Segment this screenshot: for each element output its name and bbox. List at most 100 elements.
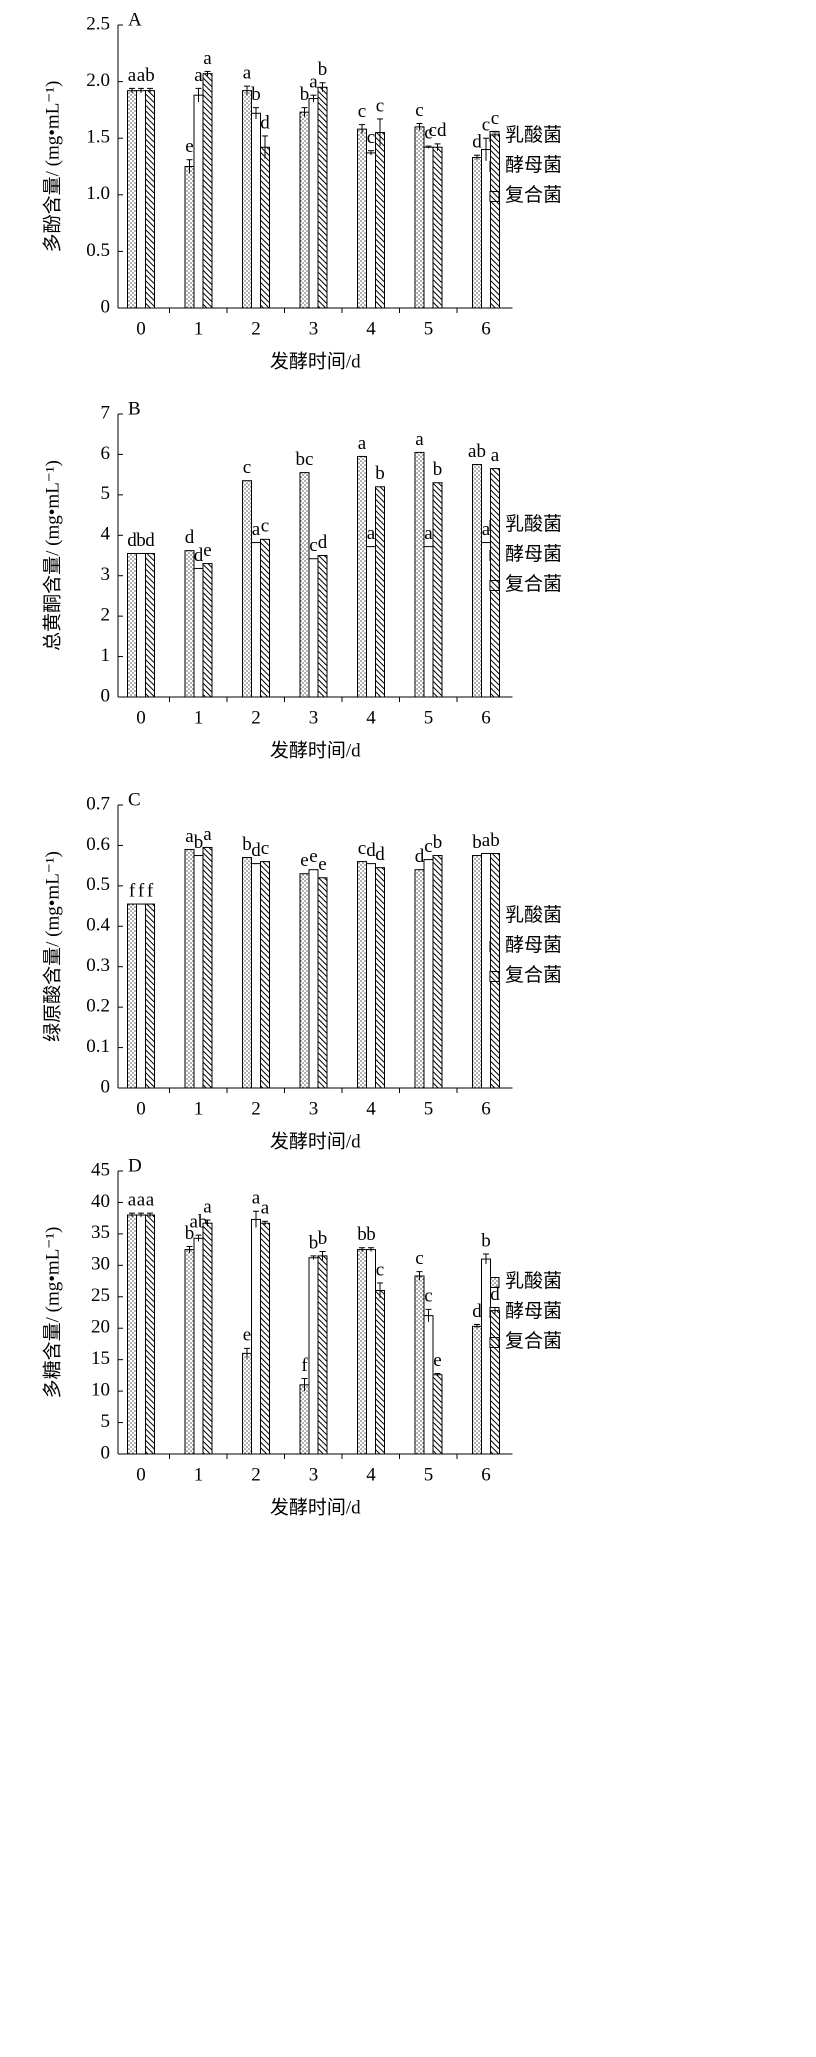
bar bbox=[193, 1237, 204, 1455]
error-bar bbox=[195, 87, 202, 102]
significance-label: ab bbox=[468, 441, 486, 462]
significance-label: d bbox=[185, 527, 195, 548]
significance-label: cd bbox=[429, 120, 447, 141]
significance-label: f bbox=[301, 1355, 308, 1376]
x-tick-label: 3 bbox=[309, 707, 319, 728]
bar bbox=[260, 146, 270, 309]
bar bbox=[432, 146, 443, 309]
bar bbox=[432, 1374, 443, 1455]
significance-label: c bbox=[261, 838, 269, 859]
significance-label: d bbox=[472, 132, 482, 153]
bar bbox=[472, 156, 482, 309]
bar bbox=[184, 848, 195, 1089]
significance-label: b bbox=[481, 1230, 491, 1251]
bar bbox=[242, 857, 252, 1089]
significance-label: a bbox=[203, 824, 212, 845]
y-tick-label: 0.5 bbox=[86, 874, 110, 895]
x-axis-label: 发酵时间/d bbox=[270, 739, 361, 761]
bar bbox=[251, 1218, 261, 1455]
bar bbox=[357, 128, 367, 309]
bar bbox=[193, 94, 204, 309]
y-tick-label: 5 bbox=[101, 483, 111, 504]
bar bbox=[317, 1255, 328, 1455]
significance-label: a bbox=[194, 65, 203, 86]
bar bbox=[375, 132, 385, 309]
significance-label: e bbox=[309, 846, 317, 867]
error-bar bbox=[425, 1308, 432, 1322]
error-bar bbox=[319, 82, 326, 92]
x-tick-label: 1 bbox=[194, 318, 204, 339]
bar bbox=[472, 464, 482, 698]
bar bbox=[472, 1325, 482, 1455]
x-tick-label: 5 bbox=[424, 1464, 434, 1485]
bar bbox=[251, 863, 261, 1089]
y-tick-label: 2 bbox=[101, 605, 111, 626]
legend-swatch bbox=[489, 580, 500, 591]
significance-label: b bbox=[433, 459, 443, 480]
y-tick-label: 0.5 bbox=[86, 240, 110, 261]
bar bbox=[357, 455, 367, 698]
x-tick-label: 2 bbox=[251, 707, 261, 728]
panel-label: A bbox=[128, 9, 142, 30]
y-tick-label: 20 bbox=[91, 1317, 110, 1338]
bar bbox=[242, 90, 252, 309]
significance-label: b bbox=[242, 834, 252, 855]
bar bbox=[481, 149, 491, 309]
significance-label: a bbox=[243, 62, 252, 83]
significance-label: e bbox=[300, 850, 308, 871]
legend-label: 酵母菌 bbox=[505, 1300, 562, 1322]
error-bar bbox=[301, 1378, 308, 1392]
bar bbox=[490, 853, 500, 1089]
significance-label: d bbox=[366, 840, 376, 861]
y-tick-label: 0 bbox=[101, 685, 111, 706]
bar bbox=[127, 90, 137, 309]
significance-label: c bbox=[424, 1286, 432, 1307]
error-bar bbox=[474, 154, 480, 160]
y-tick-label: 0 bbox=[101, 296, 111, 317]
significance-label: d bbox=[127, 530, 137, 551]
x-tick-label: 5 bbox=[424, 707, 434, 728]
error-bar bbox=[359, 1247, 365, 1252]
error-bar bbox=[483, 1253, 489, 1265]
error-bar bbox=[186, 159, 193, 174]
x-tick-label: 1 bbox=[194, 1098, 204, 1119]
bar bbox=[414, 869, 425, 1089]
legend-label: 乳酸菌 bbox=[505, 513, 562, 535]
significance-label: d bbox=[251, 840, 261, 861]
error-bar bbox=[195, 1234, 202, 1242]
error-bar bbox=[253, 1210, 259, 1228]
error-bar bbox=[416, 1271, 423, 1281]
error-bar bbox=[492, 1306, 498, 1314]
significance-label: c bbox=[309, 535, 317, 556]
significance-label: a bbox=[309, 72, 318, 93]
bar bbox=[490, 1310, 500, 1455]
bar bbox=[145, 90, 155, 309]
significance-label: b bbox=[366, 1224, 376, 1245]
y-tick-label: 0.3 bbox=[86, 955, 110, 976]
y-tick-label: 2.5 bbox=[86, 13, 110, 34]
significance-label: c bbox=[376, 1259, 384, 1280]
y-tick-label: 7 bbox=[101, 402, 111, 423]
bar bbox=[145, 1214, 155, 1455]
bar bbox=[260, 861, 270, 1089]
significance-label: d bbox=[260, 112, 270, 133]
error-bar bbox=[244, 85, 250, 96]
significance-label: c bbox=[424, 122, 432, 143]
error-bar bbox=[434, 1373, 441, 1377]
bar bbox=[242, 1352, 252, 1455]
bar bbox=[202, 563, 213, 698]
y-tick-label: 5 bbox=[101, 1411, 111, 1432]
x-tick-label: 0 bbox=[136, 1098, 146, 1119]
y-tick-label: 10 bbox=[91, 1379, 110, 1400]
legend-label: 复合菌 bbox=[505, 184, 562, 206]
significance-label: c bbox=[415, 1248, 423, 1269]
significance-label: b bbox=[375, 463, 385, 484]
y-axis-label: 绿原酸含量/ (mg•mL⁻¹) bbox=[41, 851, 63, 1042]
bar bbox=[481, 853, 491, 1089]
bar bbox=[481, 542, 491, 698]
x-tick-label: 1 bbox=[194, 1464, 204, 1485]
significance-label: a bbox=[137, 1189, 146, 1210]
y-tick-label: 3 bbox=[101, 564, 111, 585]
error-bar bbox=[377, 118, 383, 147]
x-tick-label: 1 bbox=[194, 707, 204, 728]
